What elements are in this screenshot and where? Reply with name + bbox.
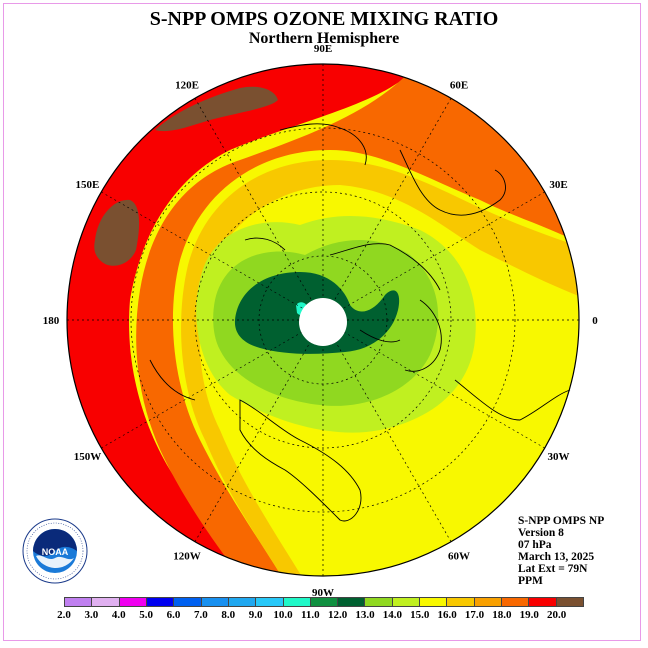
- colorbar-swatch: [310, 598, 339, 606]
- colorbar-tick-label: 13.0: [355, 609, 375, 621]
- colorbar-tick-label: 5.0: [139, 609, 153, 621]
- colorbar-tick-label: 19.0: [519, 609, 539, 621]
- info-units: PPM: [518, 575, 543, 587]
- map-subtitle: Northern Hemisphere: [248, 30, 400, 47]
- colorbar-swatch: [447, 598, 475, 606]
- colorbar-swatch: [283, 598, 311, 606]
- meridian-line: [194, 98, 312, 300]
- colorbar-swatch: [556, 598, 583, 606]
- meridian-line: [194, 340, 312, 542]
- colorbar-tick-label: 17.0: [464, 609, 485, 621]
- figure-frame: [3, 3, 641, 641]
- colorbar-tick-label: 11.0: [300, 609, 320, 621]
- longitude-label: 60E: [450, 79, 468, 91]
- colorbar-swatch: [338, 598, 366, 606]
- colorbar-swatch: [119, 598, 147, 606]
- colorbar-swatch: [174, 598, 202, 606]
- colorbar-swatch: [256, 598, 284, 606]
- meridian-line: [101, 191, 303, 309]
- colorbar-tick-label: 9.0: [248, 609, 263, 621]
- colorbar-tick-label: 18.0: [492, 609, 512, 621]
- longitude-label: 90W: [312, 587, 334, 599]
- longitude-label: 150W: [74, 451, 102, 463]
- colorbar-swatch: [529, 598, 557, 606]
- logo-text: NOAA: [42, 547, 69, 557]
- colorbar-tick-label: 12.0: [328, 609, 348, 621]
- meridian-line: [343, 331, 545, 449]
- longitude-lines: [67, 64, 579, 576]
- polar-cap: [299, 298, 347, 346]
- colorbar-tick-label: 4.0: [111, 609, 126, 621]
- longitude-label: 30W: [548, 451, 570, 463]
- coastlines: [149, 123, 571, 522]
- meridian-line: [343, 191, 545, 309]
- longitude-label: 90E: [314, 43, 332, 55]
- colorbar-tick-label: 6.0: [166, 609, 181, 621]
- colorbar-swatch: [365, 598, 393, 606]
- colorbar: [64, 597, 584, 607]
- longitude-label: 180: [43, 315, 60, 327]
- colorbar-swatch: [201, 598, 229, 606]
- longitude-label: 0: [592, 315, 598, 327]
- colorbar-swatch: [392, 598, 421, 606]
- colorbar-swatch: [502, 598, 530, 606]
- colorbar-tick-label: 8.0: [221, 609, 236, 621]
- info-version: Version 8: [518, 527, 564, 539]
- info-pressure: 07 hPa: [518, 539, 552, 551]
- colorbar-tick-label: 16.0: [437, 609, 457, 621]
- longitude-label: 120E: [175, 79, 199, 91]
- colorbar-tick-label: 15.0: [410, 609, 430, 621]
- info-lat-ext: Lat Ext = 79N: [518, 563, 588, 575]
- colorbar-swatch: [146, 598, 175, 606]
- meridian-line: [334, 340, 452, 542]
- colorbar-tick-label: 10.0: [273, 609, 293, 621]
- info-instrument: S-NPP OMPS NP: [518, 515, 605, 527]
- longitude-label: 150E: [76, 179, 100, 191]
- colorbar-swatch: [92, 598, 120, 606]
- colorbar-tick-label: 7.0: [193, 609, 208, 621]
- longitude-label: 60W: [448, 551, 470, 563]
- colorbar-swatch: [65, 598, 93, 606]
- noaa-logo: NOAA: [22, 518, 88, 584]
- map-title: S-NPP OMPS OZONE MIXING RATIO: [149, 8, 499, 30]
- colorbar-swatch: [474, 598, 502, 606]
- colorbar-tick-label: 3.0: [84, 609, 99, 621]
- meridian-line: [334, 98, 452, 300]
- colorbar-tick-label: 2.0: [57, 609, 71, 621]
- longitude-label: 120W: [173, 551, 201, 563]
- longitude-label: 30E: [549, 179, 567, 191]
- longitude-labels: 90E 60E 30E 0 30W 60W 90W 120W 150W 180 150E 120E: [43, 43, 599, 599]
- meridian-line: [101, 331, 303, 449]
- colorbar-swatch: [420, 598, 448, 606]
- info-date: March 13, 2025: [518, 551, 595, 563]
- colorbar-swatch: [228, 598, 257, 606]
- colorbar-tick-label: 14.0: [382, 609, 403, 621]
- map-border: [66, 63, 580, 577]
- colorbar-tick-label: 20.0: [547, 609, 567, 621]
